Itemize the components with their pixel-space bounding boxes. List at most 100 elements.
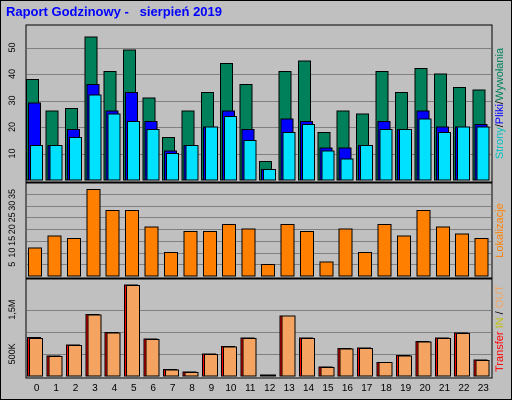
ytick-label-middle-4: 25 <box>7 212 17 222</box>
xtick-label-20: 20 <box>419 383 431 394</box>
xtick-label-1: 1 <box>53 383 59 394</box>
xtick-label-15: 15 <box>322 383 334 394</box>
ytick-label-top-3: 40 <box>7 69 17 79</box>
legend-label-part: / <box>494 308 506 317</box>
bar-transfer-out-11 <box>242 337 257 377</box>
bar-pages-9 <box>204 126 218 181</box>
xtick-label-23: 23 <box>478 383 490 394</box>
bar-sites-20 <box>416 209 431 277</box>
xtick-label-18: 18 <box>381 383 393 394</box>
bar-transfer-out-17 <box>359 348 374 377</box>
bar-sites-19 <box>396 235 411 277</box>
bar-transfer-out-0 <box>29 337 43 377</box>
bar-transfer-out-22 <box>456 332 471 377</box>
bar-transfer-out-19 <box>397 355 412 377</box>
bar-pages-20 <box>418 118 432 181</box>
xtick-label-3: 3 <box>92 383 98 394</box>
xtick-label-12: 12 <box>264 383 276 394</box>
bar-transfer-out-13 <box>281 315 296 377</box>
bar-sites-17 <box>358 252 373 277</box>
chart-title: Raport Godzinowy - sierpień 2019 <box>6 4 222 19</box>
bar-transfer-out-12 <box>262 374 276 377</box>
bar-pages-10 <box>224 115 238 181</box>
xtick-label-5: 5 <box>131 383 137 394</box>
bar-pages-3 <box>88 94 102 181</box>
bar-pages-21 <box>437 131 451 181</box>
ytick-label-middle-6: 35 <box>7 189 17 199</box>
xtick-label-13: 13 <box>284 383 296 394</box>
bar-pages-2 <box>68 137 82 181</box>
bar-sites-0 <box>28 247 42 277</box>
bar-pages-14 <box>301 123 315 181</box>
xtick-label-6: 6 <box>150 383 156 394</box>
bar-sites-4 <box>105 209 120 277</box>
bar-transfer-out-7 <box>164 369 179 377</box>
bar-sites-9 <box>202 231 217 277</box>
bar-transfer-out-3 <box>87 314 102 377</box>
legend-label-part: / <box>494 123 506 127</box>
bar-pages-22 <box>457 126 471 181</box>
bar-pages-18 <box>379 129 393 181</box>
bar-pages-11 <box>243 139 257 181</box>
bar-pages-12 <box>263 168 276 181</box>
xtick-label-17: 17 <box>361 383 373 394</box>
bar-pages-6 <box>146 129 160 181</box>
bar-transfer-out-20 <box>417 341 432 377</box>
bar-sites-22 <box>455 233 470 277</box>
ytick-label-bottom-1: 1,5M <box>7 300 17 320</box>
ytick-label-top-1: 20 <box>7 122 17 132</box>
xtick-label-0: 0 <box>34 383 40 394</box>
bar-sites-3 <box>86 188 101 277</box>
legend-label-middle: Lokalizacje <box>494 203 506 257</box>
xtick-label-9: 9 <box>209 383 215 394</box>
xtick-label-22: 22 <box>458 383 470 394</box>
legend-label-part: Lokalizacje <box>494 203 506 257</box>
plot-area-bottom <box>25 278 493 379</box>
ytick-label-middle-5: 30 <box>7 201 17 211</box>
bar-transfer-out-8 <box>184 371 199 377</box>
ytick-label-top-0: 10 <box>7 148 17 158</box>
bar-transfer-out-15 <box>320 367 335 377</box>
xtick-label-21: 21 <box>439 383 451 394</box>
bar-transfer-out-9 <box>203 353 218 377</box>
ytick-label-top-2: 30 <box>7 95 17 105</box>
bar-pages-0 <box>30 145 43 181</box>
bar-pages-8 <box>185 145 199 181</box>
bar-transfer-out-16 <box>339 348 354 377</box>
bar-transfer-out-18 <box>378 362 393 377</box>
bar-transfer-out-1 <box>48 356 63 377</box>
ytick-label-middle-3: 20 <box>7 224 17 234</box>
legend-label-bottom: Transfer IN / OUT <box>494 285 506 372</box>
bar-transfer-out-6 <box>145 339 160 377</box>
ytick-label-middle-2: 15 <box>7 236 17 246</box>
plot-area-middle <box>25 182 493 279</box>
xtick-label-4: 4 <box>112 383 118 394</box>
bar-pages-7 <box>165 153 179 181</box>
bar-sites-16 <box>338 228 353 277</box>
xtick-label-10: 10 <box>225 383 237 394</box>
bar-sites-18 <box>377 223 392 277</box>
bar-sites-6 <box>144 226 159 277</box>
bar-transfer-out-23 <box>475 360 490 377</box>
bar-sites-7 <box>163 252 178 277</box>
bar-sites-14 <box>299 231 314 277</box>
bar-sites-10 <box>222 223 237 277</box>
bar-transfer-out-5 <box>126 285 141 377</box>
xtick-label-19: 19 <box>400 383 412 394</box>
xtick-label-8: 8 <box>189 383 195 394</box>
bar-pages-4 <box>107 113 121 181</box>
xtick-label-16: 16 <box>342 383 354 394</box>
ytick-label-middle-1: 10 <box>7 248 17 258</box>
bar-pages-19 <box>398 129 412 181</box>
legend-label-part: OUT <box>494 285 506 309</box>
bar-pages-23 <box>476 126 490 181</box>
legend-label-part: Strony <box>494 127 506 159</box>
bar-sites-5 <box>125 209 140 277</box>
bar-sites-23 <box>474 238 489 277</box>
bar-transfer-out-2 <box>67 344 82 377</box>
bar-pages-16 <box>340 158 354 181</box>
xtick-label-2: 2 <box>73 383 79 394</box>
ytick-label-middle-0: 5 <box>7 262 17 267</box>
legend-label-part: Pliki <box>494 104 506 124</box>
